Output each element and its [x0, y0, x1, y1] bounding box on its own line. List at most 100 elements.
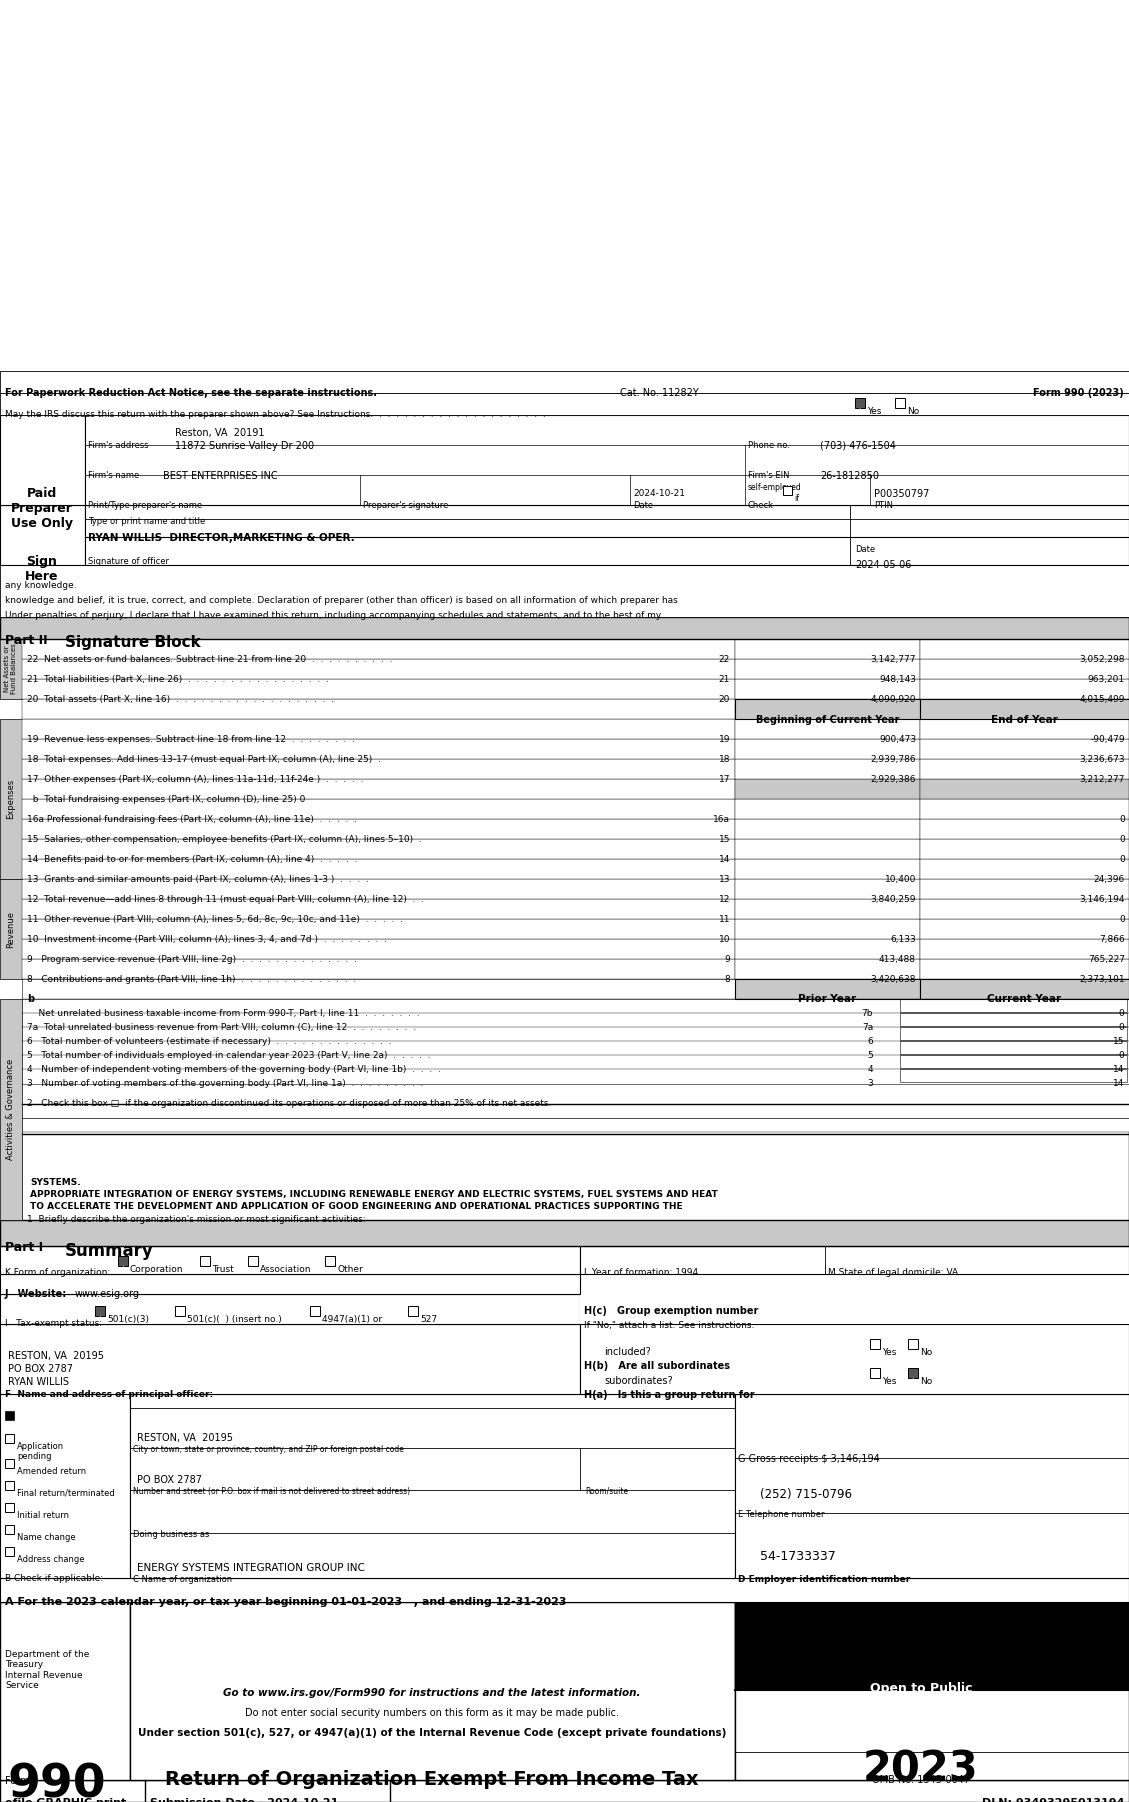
Bar	[0, 1294, 580, 1324]
Text: 11: 11	[718, 915, 730, 924]
Bar	[0, 640, 21, 699]
Text: 11872 Sunrise Valley Dr 200: 11872 Sunrise Valley Dr 200	[175, 441, 314, 450]
Text: Prior Year: Prior Year	[798, 995, 857, 1004]
Text: subordinates?: subordinates?	[604, 1377, 673, 1386]
Bar	[248, 1256, 259, 1267]
Text: 4,090,920: 4,090,920	[870, 696, 916, 705]
Text: 24,396: 24,396	[1094, 876, 1124, 885]
Text: 413,488: 413,488	[879, 955, 916, 964]
Bar	[95, 1306, 105, 1315]
Bar	[920, 978, 1129, 998]
Text: Do not enter social security numbers on this form as it may be made public.: Do not enter social security numbers on …	[245, 1708, 619, 1717]
Bar	[21, 919, 735, 939]
Text: 22  Net assets or fund balances. Subtract line 21 from line 20  .  .  .  .  .  .: 22 Net assets or fund balances. Subtract…	[27, 654, 393, 663]
Text: ENERGY SYSTEMS INTEGRATION GROUP INC: ENERGY SYSTEMS INTEGRATION GROUP INC	[137, 1562, 365, 1573]
Text: 7,866: 7,866	[1100, 935, 1124, 944]
Text: OMB No. 1545-0047: OMB No. 1545-0047	[872, 1775, 970, 1786]
Text: Cat. No. 11282Y: Cat. No. 11282Y	[620, 387, 699, 398]
Bar	[21, 699, 735, 719]
Text: 4: 4	[867, 1065, 873, 1074]
Text: 5   Total number of individuals employed in calendar year 2023 (Part V, line 2a): 5 Total number of individuals employed i…	[27, 1051, 430, 1060]
Bar	[21, 719, 735, 739]
Text: 0: 0	[1119, 834, 1124, 843]
Bar	[735, 660, 920, 679]
Text: 7a  Total unrelated business revenue from Part VIII, column (C), line 12  .  .  : 7a Total unrelated business revenue from…	[27, 1024, 417, 1033]
Text: Trust: Trust	[212, 1265, 234, 1274]
Bar	[920, 798, 1129, 818]
Text: 0: 0	[1119, 815, 1124, 824]
Bar	[175, 1306, 185, 1315]
Text: Address change: Address change	[17, 1555, 85, 1564]
Bar	[920, 778, 1129, 798]
Text: K Form of organization:: K Form of organization:	[5, 1269, 111, 1278]
Bar	[21, 739, 735, 759]
Text: 6   Total number of volunteers (estimate if necessary)  .  .  .  .  .  .  .  .  : 6 Total number of volunteers (estimate i…	[27, 1036, 392, 1045]
Text: PO BOX 2787: PO BOX 2787	[8, 1364, 73, 1373]
Bar	[5, 1503, 14, 1512]
Bar	[5, 1460, 14, 1469]
Text: Doing business as: Doing business as	[133, 1530, 209, 1539]
Bar	[0, 566, 1129, 616]
Bar	[85, 505, 1129, 566]
Bar	[920, 879, 1129, 899]
Text: 12  Total revenue—add lines 8 through 11 (must equal Part VIII, column (A), line: 12 Total revenue—add lines 8 through 11 …	[27, 896, 425, 905]
Bar	[895, 398, 905, 407]
Text: May the IRS discuss this return with the preparer shown above? See Instructions.: May the IRS discuss this return with the…	[5, 411, 545, 420]
Bar	[21, 939, 735, 959]
Text: Department of the
Treasury
Internal Revenue
Service: Department of the Treasury Internal Reve…	[5, 1651, 89, 1690]
Text: 13  Grants and similar amounts paid (Part IX, column (A), lines 1-3 )  .  .  .  : 13 Grants and similar amounts paid (Part…	[27, 876, 369, 885]
Text: 501(c)(  ) (insert no.): 501(c)( ) (insert no.)	[187, 1315, 282, 1324]
Bar	[21, 860, 735, 879]
Bar	[0, 505, 85, 566]
Bar	[920, 919, 1129, 939]
Text: 21  Total liabilities (Part X, line 26)  .  .  .  .  .  .  .  .  .  .  .  .  .  : 21 Total liabilities (Part X, line 26) .…	[27, 676, 329, 685]
Bar	[5, 1434, 14, 1443]
Text: Under penalties of perjury, I declare that I have examined this return, includin: Under penalties of perjury, I declare th…	[5, 611, 662, 620]
Text: Check: Check	[749, 501, 774, 510]
Text: Part II: Part II	[5, 634, 47, 647]
Text: Sign
Here: Sign Here	[25, 555, 59, 584]
Bar	[920, 699, 1129, 719]
Text: efile GRAPHIC print: efile GRAPHIC print	[5, 1798, 126, 1802]
Text: M State of legal domicile: VA: M State of legal domicile: VA	[828, 1269, 959, 1278]
Text: Revenue: Revenue	[7, 910, 16, 948]
Text: 15: 15	[718, 834, 730, 843]
Text: City or town, state or province, country, and ZIP or foreign postal code: City or town, state or province, country…	[133, 1445, 404, 1454]
Text: if: if	[794, 494, 799, 503]
Text: I   Tax-exempt status:: I Tax-exempt status:	[5, 1319, 102, 1328]
Text: (252) 715-0796: (252) 715-0796	[760, 1488, 852, 1501]
Text: 2,929,386: 2,929,386	[870, 775, 916, 784]
Bar	[920, 719, 1129, 739]
Text: For Paperwork Reduction Act Notice, see the separate instructions.: For Paperwork Reduction Act Notice, see …	[5, 387, 377, 398]
Text: 3,236,673: 3,236,673	[1079, 755, 1124, 764]
Text: 0: 0	[1119, 854, 1124, 863]
Bar	[920, 679, 1129, 699]
Text: 765,227: 765,227	[1088, 955, 1124, 964]
Text: D Employer identification number: D Employer identification number	[738, 1575, 910, 1584]
Text: PO BOX 2787: PO BOX 2787	[137, 1476, 202, 1485]
Text: End of Year: End of Year	[991, 715, 1058, 724]
Bar	[735, 1602, 1129, 1688]
Bar	[0, 879, 21, 978]
Text: 0: 0	[1119, 915, 1124, 924]
Bar	[900, 998, 1127, 1013]
Bar	[870, 1368, 879, 1379]
Bar	[0, 1245, 580, 1274]
Text: 11  Other revenue (Part VIII, column (A), lines 5, 6d, 8c, 9c, 10c, and 11e)  . : 11 Other revenue (Part VIII, column (A),…	[27, 915, 403, 924]
Text: 4   Number of independent voting members of the governing body (Part VI, line 1b: 4 Number of independent voting members o…	[27, 1065, 441, 1074]
Text: 9   Program service revenue (Part VIII, line 2g)  .  .  .  .  .  .  .  .  .  .  : 9 Program service revenue (Part VIII, li…	[27, 955, 357, 964]
Text: Under section 501(c), 527, or 4947(a)(1) of the Internal Revenue Code (except pr: Under section 501(c), 527, or 4947(a)(1)…	[138, 1728, 726, 1737]
Bar	[735, 739, 920, 759]
Bar	[920, 660, 1129, 679]
Bar	[0, 616, 1129, 640]
Text: 26-1812850: 26-1812850	[820, 470, 879, 481]
Text: Yes: Yes	[867, 407, 882, 416]
Text: 990: 990	[8, 1762, 106, 1802]
Bar	[5, 1411, 14, 1420]
Bar	[21, 798, 735, 818]
Text: RYAN WILLIS  DIRECTOR,MARKETING & OPER.: RYAN WILLIS DIRECTOR,MARKETING & OPER.	[88, 533, 355, 542]
Bar	[21, 840, 735, 860]
Text: 7a: 7a	[861, 1024, 873, 1033]
Text: 7b: 7b	[861, 1009, 873, 1018]
Bar	[735, 818, 920, 840]
